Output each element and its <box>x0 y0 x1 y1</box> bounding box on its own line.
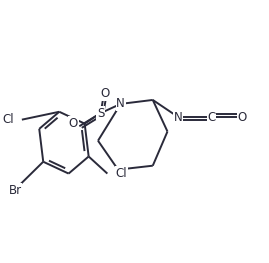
Text: C: C <box>207 110 216 124</box>
Text: O: O <box>100 87 109 100</box>
Text: N: N <box>116 97 125 110</box>
Text: O: O <box>238 110 247 124</box>
Text: Br: Br <box>9 184 22 197</box>
Text: Cl: Cl <box>115 167 127 180</box>
Text: O: O <box>69 117 78 130</box>
Text: S: S <box>97 107 104 120</box>
Text: Cl: Cl <box>3 113 14 126</box>
Text: N: N <box>174 110 183 124</box>
